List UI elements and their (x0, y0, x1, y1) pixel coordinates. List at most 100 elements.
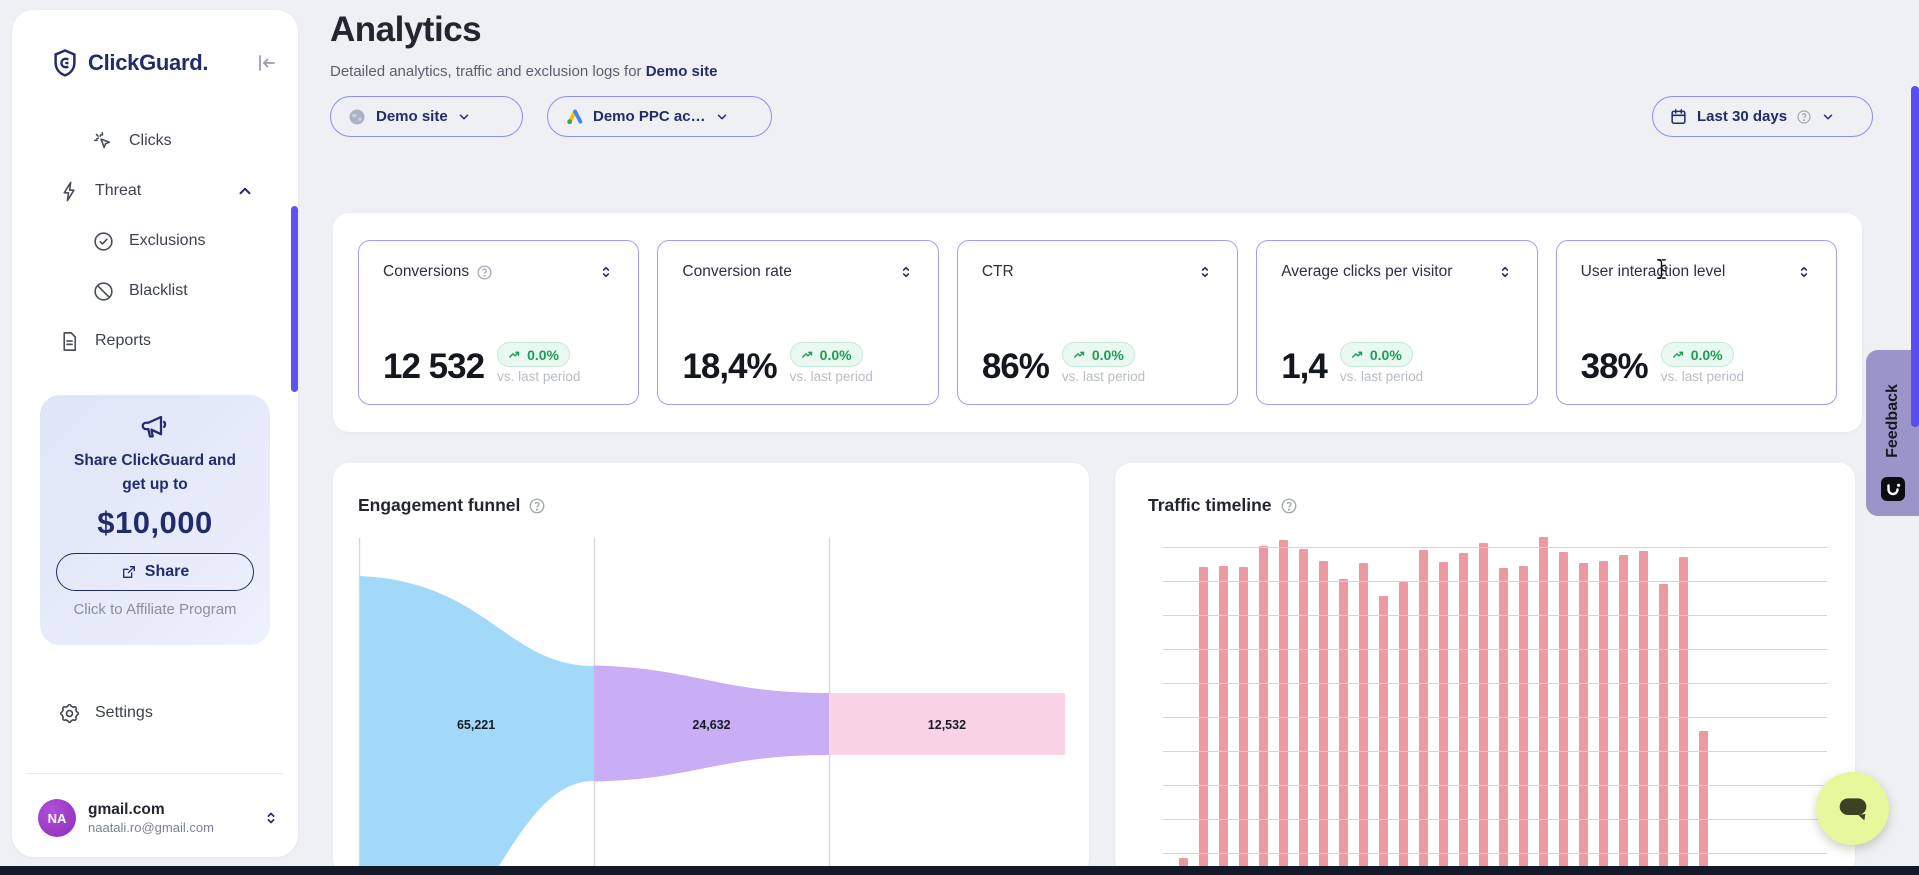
traffic-bar[interactable] (1279, 540, 1288, 866)
megaphone-icon (141, 415, 167, 438)
sidebar-item-threat[interactable]: Threat (12, 166, 298, 216)
traffic-bar[interactable] (1699, 731, 1708, 866)
traffic-bar[interactable] (1219, 566, 1228, 866)
traffic-bar[interactable] (1319, 561, 1328, 866)
account-email: naatali.ro@gmail.com (88, 819, 214, 835)
traffic-bar[interactable] (1339, 579, 1348, 866)
sidebar-menu: Clicks Threat Exclusions Blacklist Reports (12, 116, 298, 366)
traffic-bar[interactable] (1179, 858, 1188, 866)
traffic-bar[interactable] (1239, 567, 1248, 866)
traffic-bar-chart (1163, 535, 1829, 866)
ppc-account-dropdown[interactable]: Demo PPC ac… (547, 96, 772, 137)
gridline (1163, 649, 1827, 650)
chevron-up-icon[interactable] (236, 182, 254, 200)
traffic-bar[interactable] (1659, 584, 1668, 866)
metric-select-icon[interactable] (898, 264, 914, 280)
funnel-stage-label: 12,532 (927, 718, 967, 733)
traffic-bar[interactable] (1599, 561, 1608, 866)
traffic-bar[interactable] (1379, 596, 1388, 866)
lightning-icon (63, 181, 75, 201)
help-icon[interactable] (476, 264, 493, 281)
chevron-down-icon (717, 113, 726, 120)
kpi-title: Conversion rate (682, 263, 792, 280)
account-name: gmail.com (88, 801, 165, 819)
sidebar-item-settings[interactable]: Settings (12, 688, 298, 738)
globe-icon (349, 109, 365, 124)
gridline (1163, 581, 1827, 582)
traffic-bar[interactable] (1679, 557, 1688, 866)
kpi-change-badge: 0.0% (1660, 342, 1734, 367)
kpi-card-3: CTR 86% 0.0% vs. last period (956, 240, 1239, 405)
traffic-bar[interactable] (1199, 567, 1208, 866)
sidebar-item-label: Blacklist (129, 282, 188, 299)
metric-select-icon[interactable] (1796, 264, 1812, 280)
kpi-value: 12 532 (383, 347, 485, 386)
feedback-smiley-icon (1880, 477, 1905, 501)
kpi-change-badge: 0.0% (497, 342, 570, 367)
metric-select-icon[interactable] (1197, 264, 1213, 280)
gridline (1163, 853, 1827, 854)
traffic-bar[interactable] (1259, 546, 1268, 866)
help-icon[interactable] (1796, 109, 1812, 125)
share-button[interactable]: Share (56, 553, 254, 592)
trend-up-icon (1073, 351, 1085, 358)
kpi-card-1: Conversions 12 532 0.0% vs. last period (358, 240, 640, 405)
kpi-value: 86% (981, 347, 1050, 386)
feedback-tab[interactable]: Feedback (1866, 350, 1919, 516)
gridline (1163, 547, 1827, 548)
account-switcher[interactable]: NA gmail.com naatali.ro@gmail.com (38, 794, 280, 842)
date-range-dropdown[interactable]: Last 30 days (1652, 96, 1873, 137)
chevron-down-icon (459, 113, 468, 120)
metric-select-icon[interactable] (1497, 264, 1513, 280)
traffic-bar[interactable] (1299, 549, 1308, 866)
traffic-timeline-card: Traffic timeline (1115, 463, 1855, 875)
traffic-bar[interactable] (1639, 551, 1648, 866)
sidebar-item-exclusions[interactable]: Exclusions (12, 216, 298, 266)
help-icon[interactable] (1280, 497, 1298, 515)
kpi-value: 1,4 (1281, 347, 1328, 386)
chat-launcher-button[interactable] (1816, 772, 1889, 845)
traffic-bar[interactable] (1579, 563, 1588, 866)
traffic-bar[interactable] (1519, 566, 1528, 866)
page-scrollbar-thumb[interactable] (1911, 86, 1919, 427)
gridline (1163, 615, 1827, 616)
kpi-compare-label: vs. last period (789, 369, 873, 384)
traffic-bar[interactable] (1539, 537, 1548, 866)
sidebar-divider (26, 773, 284, 774)
help-icon[interactable] (528, 497, 546, 515)
traffic-bar[interactable] (1359, 563, 1368, 866)
funnel-stage-2 (594, 665, 829, 782)
sidebar-collapse-icon[interactable] (254, 51, 278, 75)
traffic-bar[interactable] (1399, 582, 1408, 866)
traffic-bar[interactable] (1419, 550, 1428, 866)
chevron-down-icon (1823, 113, 1833, 120)
bottom-edge-bar (0, 866, 1919, 875)
kpi-value: 38% (1580, 347, 1649, 386)
gear-icon (59, 703, 80, 723)
traffic-bar[interactable] (1479, 543, 1488, 866)
traffic-bar[interactable] (1459, 553, 1468, 866)
sidebar-item-blacklist[interactable]: Blacklist (12, 266, 298, 316)
kpi-change-badge: 0.0% (1339, 342, 1413, 367)
brand-header: ClickGuard. (50, 46, 278, 80)
page-title: Analytics (330, 10, 482, 49)
traffic-bar[interactable] (1439, 562, 1448, 866)
kpi-value: 18,4% (682, 347, 777, 386)
affiliate-promo-card[interactable]: Share ClickGuard and get up to $10,000 S… (40, 395, 270, 645)
traffic-bar[interactable] (1559, 552, 1568, 866)
funnel-chart: 65,221 24,632 12,532 (358, 538, 1065, 875)
sidebar-item-label: Reports (95, 332, 152, 349)
traffic-bar[interactable] (1619, 555, 1628, 866)
kpi-card-4: Average clicks per visitor 1,4 0.0% vs. … (1256, 240, 1538, 405)
metric-select-icon[interactable] (598, 264, 614, 280)
kpi-compare-label: vs. last period (1660, 369, 1744, 384)
settings-label: Settings (95, 704, 153, 721)
sidebar-item-label: Threat (95, 182, 142, 199)
gridline (1163, 751, 1827, 752)
sidebar-item-clicks[interactable]: Clicks (12, 116, 298, 166)
site-filter-dropdown[interactable]: Demo site (330, 96, 523, 137)
mouse-text-cursor (1657, 259, 1666, 279)
sidebar-item-reports[interactable]: Reports (12, 316, 298, 366)
site-filter-value: Demo site (376, 108, 448, 125)
